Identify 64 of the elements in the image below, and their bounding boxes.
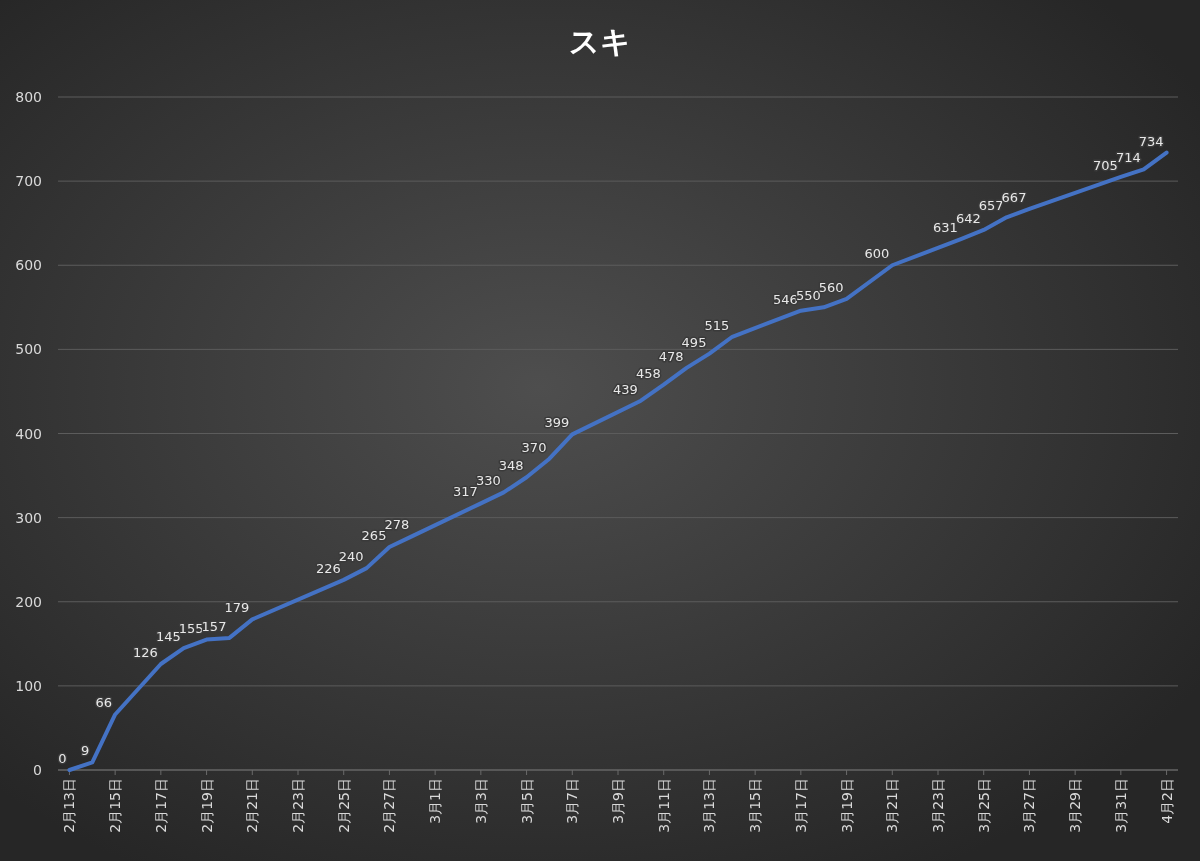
data-label: 515 <box>704 317 730 333</box>
y-tick-label: 500 <box>15 341 42 358</box>
data-label: 317 <box>453 484 478 500</box>
x-tick-label: 3月15日 <box>747 778 764 833</box>
x-tick-label: 3月19日 <box>838 778 855 833</box>
data-label: 226 <box>315 560 341 576</box>
x-tick-label: 2月27日 <box>381 778 398 833</box>
x-tick-label: 3月27日 <box>1021 778 1038 833</box>
x-tick-label: 3月21日 <box>884 778 901 833</box>
y-tick-label: 600 <box>15 257 42 274</box>
data-label: 265 <box>361 528 387 544</box>
data-label: 714 <box>1115 150 1141 166</box>
x-tick-label: 3月31日 <box>1112 778 1129 833</box>
y-tick-label: 300 <box>15 509 42 526</box>
data-label: 278 <box>384 517 410 533</box>
x-tick-label: 2月17日 <box>152 778 169 833</box>
x-tick-label: 3月25日 <box>975 778 992 833</box>
data-label: 734 <box>1138 133 1164 149</box>
y-tick-label: 200 <box>15 593 42 610</box>
data-label: 458 <box>635 365 661 381</box>
data-label: 145 <box>155 629 181 645</box>
x-tick-label: 3月1日 <box>427 778 444 824</box>
data-label: 179 <box>224 600 250 616</box>
data-label: 705 <box>1093 157 1118 173</box>
y-tick-label: 100 <box>15 677 42 694</box>
x-tick-label: 2月19日 <box>198 778 215 833</box>
data-label: 155 <box>178 620 204 636</box>
data-label: 370 <box>521 439 547 455</box>
data-label: 495 <box>681 334 707 350</box>
x-tick-label: 3月9日 <box>610 778 626 824</box>
x-tick-label: 3月3日 <box>472 778 489 824</box>
data-label: 126 <box>133 645 158 660</box>
data-label: 600 <box>864 246 890 262</box>
data-label: 240 <box>338 549 364 565</box>
x-tick-label: 3月7日 <box>564 778 581 824</box>
data-label: 546 <box>773 291 798 307</box>
x-tick-label: 4月2日 <box>1158 778 1175 824</box>
x-tick-label: 3月23日 <box>930 778 946 833</box>
data-label: 348 <box>498 458 524 474</box>
x-tick-label: 3月17日 <box>792 778 809 833</box>
data-label: 631 <box>933 220 958 236</box>
x-tick-label: 3月29日 <box>1067 778 1084 833</box>
data-label: 439 <box>613 381 638 397</box>
data-label: 66 <box>95 695 113 711</box>
x-tick-label: 2月23日 <box>290 778 306 833</box>
chart-title: スキ <box>569 24 631 59</box>
x-tick-label: 2月13日 <box>61 778 78 833</box>
data-label: 399 <box>544 415 570 431</box>
x-tick-label: 3月11日 <box>655 778 672 833</box>
x-tick-label: 2月25日 <box>335 778 352 833</box>
data-label: 157 <box>201 618 227 634</box>
y-tick-label: 0 <box>33 762 42 778</box>
x-tick-label: 3月5日 <box>518 778 535 824</box>
x-tick-label: 2月21日 <box>244 778 261 833</box>
data-label: 478 <box>658 348 684 364</box>
y-tick-label: 800 <box>15 89 42 105</box>
data-label: 642 <box>955 210 981 226</box>
data-label: 0 <box>58 751 67 766</box>
x-tick-label: 3月13日 <box>701 778 718 833</box>
y-tick-label: 700 <box>15 173 42 190</box>
y-tick-label: 400 <box>15 425 42 442</box>
x-tick-label: 2月15日 <box>107 778 124 833</box>
data-label: 9 <box>81 743 90 759</box>
data-label: 667 <box>1001 189 1027 205</box>
